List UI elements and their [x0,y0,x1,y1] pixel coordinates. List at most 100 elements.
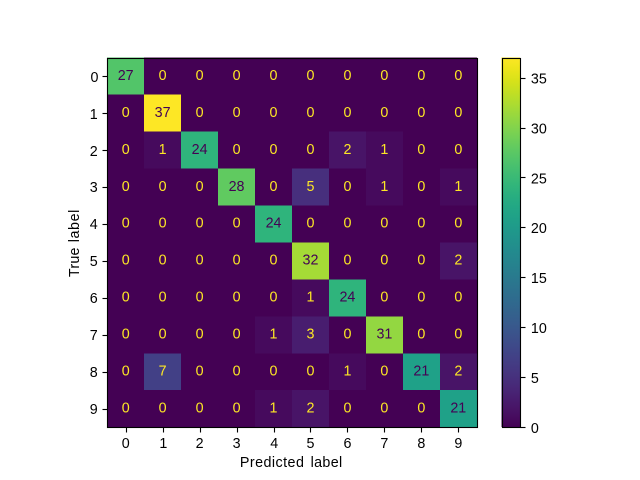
svg-text:0: 0 [122,401,130,417]
svg-text:32: 32 [303,253,319,269]
svg-text:6: 6 [343,436,351,452]
svg-text:7: 7 [90,328,98,344]
svg-text:0: 0 [159,68,167,84]
svg-text:0: 0 [380,401,388,417]
svg-text:4: 4 [90,217,98,233]
svg-text:0: 0 [159,290,167,306]
svg-text:0: 0 [233,290,241,306]
svg-text:0: 0 [159,216,167,232]
svg-text:1: 1 [380,179,388,195]
svg-text:0: 0 [380,68,388,84]
svg-text:0: 0 [343,105,351,121]
svg-text:0: 0 [454,68,462,84]
svg-text:0: 0 [122,364,130,380]
svg-text:0: 0 [233,327,241,343]
svg-text:3: 3 [307,327,315,343]
svg-text:0: 0 [122,179,130,195]
svg-text:0: 0 [270,290,278,306]
svg-text:0: 0 [307,364,315,380]
svg-text:3: 3 [90,180,98,196]
svg-text:0: 0 [454,290,462,306]
svg-text:0: 0 [343,68,351,84]
svg-text:3: 3 [233,436,241,452]
svg-text:0: 0 [196,179,204,195]
svg-text:0: 0 [380,105,388,121]
svg-text:2: 2 [454,253,462,269]
svg-text:5: 5 [307,179,315,195]
svg-text:5: 5 [90,254,98,270]
svg-text:0: 0 [454,105,462,121]
svg-text:0: 0 [343,216,351,232]
svg-text:0: 0 [343,179,351,195]
svg-text:0: 0 [417,68,425,84]
svg-text:0: 0 [233,401,241,417]
svg-text:1: 1 [454,179,462,195]
svg-text:0: 0 [531,421,539,437]
svg-text:label: label [67,210,83,243]
svg-text:21: 21 [413,364,429,380]
svg-text:1: 1 [270,327,278,343]
svg-text:0: 0 [343,401,351,417]
svg-text:0: 0 [196,216,204,232]
svg-text:1: 1 [380,142,388,158]
svg-text:37: 37 [155,105,171,121]
svg-text:0: 0 [454,142,462,158]
svg-text:0: 0 [343,253,351,269]
svg-text:0: 0 [159,401,167,417]
svg-text:0: 0 [91,70,99,86]
svg-text:0: 0 [380,253,388,269]
svg-text:21: 21 [450,401,466,417]
svg-text:0: 0 [233,253,241,269]
svg-text:15: 15 [531,271,547,287]
svg-text:0: 0 [343,327,351,343]
svg-text:10: 10 [531,321,547,337]
svg-text:5: 5 [307,436,315,452]
svg-text:0: 0 [196,364,204,380]
svg-text:0: 0 [270,105,278,121]
svg-text:0: 0 [270,253,278,269]
svg-text:0: 0 [417,401,425,417]
svg-text:5: 5 [531,371,539,387]
svg-text:0: 0 [122,436,130,452]
svg-text:9: 9 [454,436,462,452]
svg-text:1: 1 [159,436,167,452]
svg-text:24: 24 [266,216,282,232]
svg-text:0: 0 [159,327,167,343]
svg-text:0: 0 [196,327,204,343]
svg-text:0: 0 [159,253,167,269]
svg-text:6: 6 [90,291,98,307]
svg-text:20: 20 [531,221,547,237]
svg-text:2: 2 [343,142,351,158]
svg-text:0: 0 [307,105,315,121]
svg-text:0: 0 [270,68,278,84]
svg-text:0: 0 [307,216,315,232]
svg-text:27: 27 [118,68,134,84]
svg-text:2: 2 [90,144,98,160]
svg-text:0: 0 [417,179,425,195]
svg-text:0: 0 [122,253,130,269]
svg-text:0: 0 [417,105,425,121]
svg-text:2: 2 [454,364,462,380]
svg-text:31: 31 [376,327,392,343]
svg-text:0: 0 [159,179,167,195]
svg-text:24: 24 [192,142,208,158]
svg-text:30: 30 [531,121,547,137]
svg-text:0: 0 [454,327,462,343]
svg-text:0: 0 [417,142,425,158]
svg-text:0: 0 [417,327,425,343]
svg-text:1: 1 [270,401,278,417]
svg-text:0: 0 [380,290,388,306]
svg-text:25: 25 [531,171,547,187]
svg-text:2: 2 [196,436,204,452]
svg-text:8: 8 [417,436,425,452]
svg-text:0: 0 [122,327,130,343]
svg-text:0: 0 [122,216,130,232]
svg-text:0: 0 [417,290,425,306]
svg-text:0: 0 [233,105,241,121]
svg-text:label: label [311,455,343,471]
svg-text:0: 0 [307,68,315,84]
svg-text:1: 1 [343,364,351,380]
svg-text:0: 0 [307,142,315,158]
svg-text:7: 7 [380,436,388,452]
svg-text:24: 24 [339,290,355,306]
